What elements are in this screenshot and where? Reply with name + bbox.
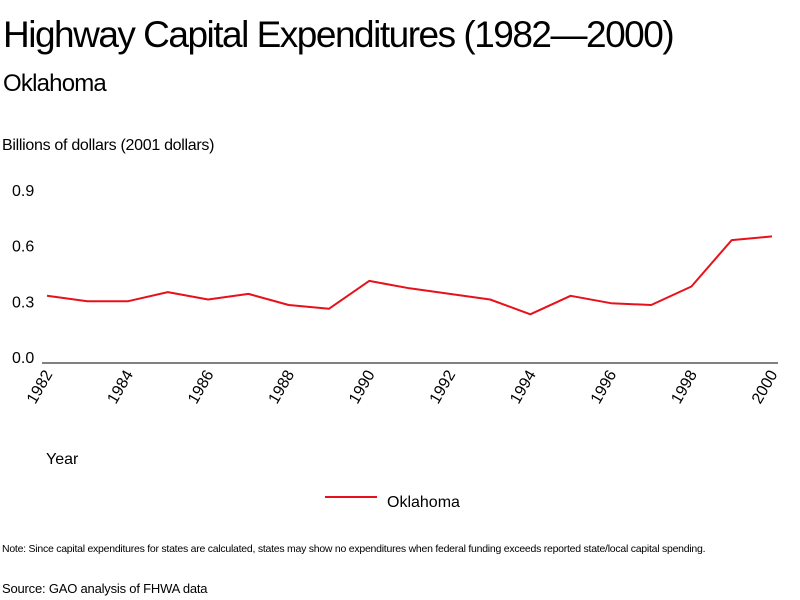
x-tick-label: 1994 <box>507 367 540 406</box>
x-tick-label: 1984 <box>105 367 138 406</box>
x-tick-label: 1996 <box>588 367 621 406</box>
chart-title: Highway Capital Expenditures (1982—2000) <box>3 14 675 55</box>
y-tick-label: 0.3 <box>12 294 34 311</box>
series-layer <box>46 235 773 316</box>
chart-subtitle: Oklahoma <box>3 70 107 97</box>
y-axis-ticks: 0.0 0.3 0.6 0.9 <box>12 183 34 367</box>
series-line-oklahoma <box>46 235 773 316</box>
y-axis-label: Billions of dollars (2001 dollars) <box>2 137 214 154</box>
legend: Oklahoma <box>325 494 460 511</box>
x-axis-label: Year <box>46 451 79 468</box>
x-tick-label: 1988 <box>266 367 299 406</box>
x-tick-label: 1998 <box>668 367 701 406</box>
x-tick-label: 1986 <box>185 367 218 406</box>
x-tick-label: 1982 <box>24 367 57 406</box>
x-axis-ticks: 1982 1984 1986 1988 1990 1992 1994 1996 1998 2000 <box>24 367 782 406</box>
line-chart: Billions of dollars (2001 dollars) Year … <box>2 137 782 511</box>
x-tick-label: 1992 <box>427 367 460 406</box>
y-tick-label: 0.0 <box>12 350 34 367</box>
y-tick-label: 0.6 <box>12 239 34 256</box>
x-tick-label: 2000 <box>749 367 782 406</box>
chart-note: Note: Since capital expenditures for sta… <box>2 543 706 555</box>
legend-label: Oklahoma <box>387 494 460 511</box>
chart-source: Source: GAO analysis of FHWA data <box>2 581 208 596</box>
y-tick-label: 0.9 <box>12 183 34 200</box>
x-tick-label: 1990 <box>346 367 379 406</box>
